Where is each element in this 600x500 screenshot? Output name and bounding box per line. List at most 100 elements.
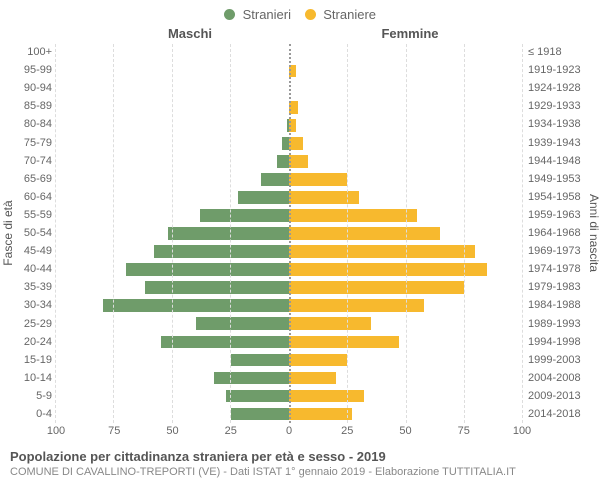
x-axis-left: 1007550250 xyxy=(56,425,289,443)
x-tick: 75 xyxy=(108,425,120,437)
bar-row-male xyxy=(56,170,289,188)
legend-label-male: Stranieri xyxy=(243,7,291,22)
age-band-label: 95-99 xyxy=(10,61,52,79)
birth-year-label: 1979-1983 xyxy=(528,278,590,296)
chart-wrapper: Stranieri Straniere Maschi Femmine Fasce… xyxy=(0,0,600,500)
bar-row-male xyxy=(56,98,289,116)
birth-year-label: 2009-2013 xyxy=(528,387,590,405)
x-tick: 25 xyxy=(225,425,237,437)
birth-year-label: 1969-1973 xyxy=(528,242,590,260)
bar-male xyxy=(282,137,289,150)
bar-female xyxy=(289,408,352,421)
bar-row-male xyxy=(56,351,289,369)
bar-male xyxy=(200,209,289,222)
age-band-label: 0-4 xyxy=(10,405,52,423)
gridline xyxy=(406,44,407,423)
header-left: Maschi xyxy=(80,26,300,41)
birth-year-label: 1934-1938 xyxy=(528,115,590,133)
bar-row-male xyxy=(56,152,289,170)
gridline xyxy=(113,44,114,423)
gridline xyxy=(55,44,56,423)
x-tick: 75 xyxy=(458,425,470,437)
bar-female xyxy=(289,317,371,330)
bar-female xyxy=(289,354,347,367)
legend-label-female: Straniere xyxy=(323,7,376,22)
age-band-label: 90-94 xyxy=(10,79,52,97)
birth-year-label: 1959-1963 xyxy=(528,206,590,224)
birth-year-label: 1929-1933 xyxy=(528,97,590,115)
bar-row-male xyxy=(56,188,289,206)
age-band-label: 80-84 xyxy=(10,115,52,133)
age-band-label: 100+ xyxy=(10,43,52,61)
header-right: Femmine xyxy=(300,26,520,41)
bar-row-male xyxy=(56,206,289,224)
bar-male xyxy=(168,227,289,240)
age-band-label: 85-89 xyxy=(10,97,52,115)
age-band-labels: 100+95-9990-9485-8980-8475-7970-7465-696… xyxy=(10,43,56,423)
bar-female xyxy=(289,209,417,222)
footer: Popolazione per cittadinanza straniera p… xyxy=(10,449,590,478)
bar-male xyxy=(226,390,289,403)
gridline xyxy=(347,44,348,423)
bar-male xyxy=(161,336,289,349)
bar-female xyxy=(289,372,336,385)
x-tick: 100 xyxy=(47,425,65,437)
x-axis: 1007550250 255075100 xyxy=(10,425,590,443)
bar-male xyxy=(196,317,289,330)
age-band-label: 15-19 xyxy=(10,351,52,369)
birth-year-label: 1994-1998 xyxy=(528,333,590,351)
bar-row-male xyxy=(56,261,289,279)
age-band-label: 55-59 xyxy=(10,206,52,224)
bar-row-male xyxy=(56,116,289,134)
birth-year-label: 1954-1958 xyxy=(528,188,590,206)
bar-female xyxy=(289,390,364,403)
chart-subtitle: COMUNE DI CAVALLINO-TREPORTI (VE) - Dati… xyxy=(10,466,590,478)
age-band-label: 70-74 xyxy=(10,152,52,170)
birth-year-label: 1974-1978 xyxy=(528,260,590,278)
age-band-label: 25-29 xyxy=(10,314,52,332)
bar-female xyxy=(289,191,359,204)
birth-year-label: 1939-1943 xyxy=(528,134,590,152)
bar-male xyxy=(231,354,289,367)
x-tick: 25 xyxy=(341,425,353,437)
age-band-label: 60-64 xyxy=(10,188,52,206)
birth-year-label: 2004-2008 xyxy=(528,369,590,387)
bar-row-male xyxy=(56,369,289,387)
center-line xyxy=(289,44,291,423)
x-axis-right: 255075100 xyxy=(289,425,522,443)
bar-row-male xyxy=(56,297,289,315)
birth-year-label: 2014-2018 xyxy=(528,405,590,423)
bars-male xyxy=(56,44,289,423)
bar-male xyxy=(145,281,289,294)
bar-row-male xyxy=(56,44,289,62)
legend: Stranieri Straniere xyxy=(10,6,590,22)
bar-row-male xyxy=(56,62,289,80)
age-band-label: 30-34 xyxy=(10,296,52,314)
bar-male xyxy=(231,408,289,421)
bar-female xyxy=(289,155,308,168)
birth-year-labels: ≤ 19181919-19231924-19281929-19331934-19… xyxy=(522,43,590,423)
column-headers: Maschi Femmine xyxy=(10,26,590,41)
bars-female xyxy=(289,44,522,423)
age-band-label: 40-44 xyxy=(10,260,52,278)
x-tick: 50 xyxy=(166,425,178,437)
age-band-label: 10-14 xyxy=(10,369,52,387)
bar-male xyxy=(214,372,289,385)
y-axis-label-left: Fasce di età xyxy=(1,200,15,265)
bar-female xyxy=(289,227,440,240)
age-band-label: 50-54 xyxy=(10,224,52,242)
age-band-label: 65-69 xyxy=(10,170,52,188)
bar-female xyxy=(289,336,399,349)
birth-year-label: 1924-1928 xyxy=(528,79,590,97)
bar-female xyxy=(289,173,347,186)
bar-female xyxy=(289,281,464,294)
bar-female xyxy=(289,137,303,150)
birth-year-label: 1949-1953 xyxy=(528,170,590,188)
bar-female xyxy=(289,263,487,276)
bar-row-male xyxy=(56,80,289,98)
bar-row-male xyxy=(56,387,289,405)
legend-swatch-male xyxy=(224,9,235,20)
birth-year-label: 1919-1923 xyxy=(528,61,590,79)
x-tick: 50 xyxy=(399,425,411,437)
birth-year-label: 1964-1968 xyxy=(528,224,590,242)
